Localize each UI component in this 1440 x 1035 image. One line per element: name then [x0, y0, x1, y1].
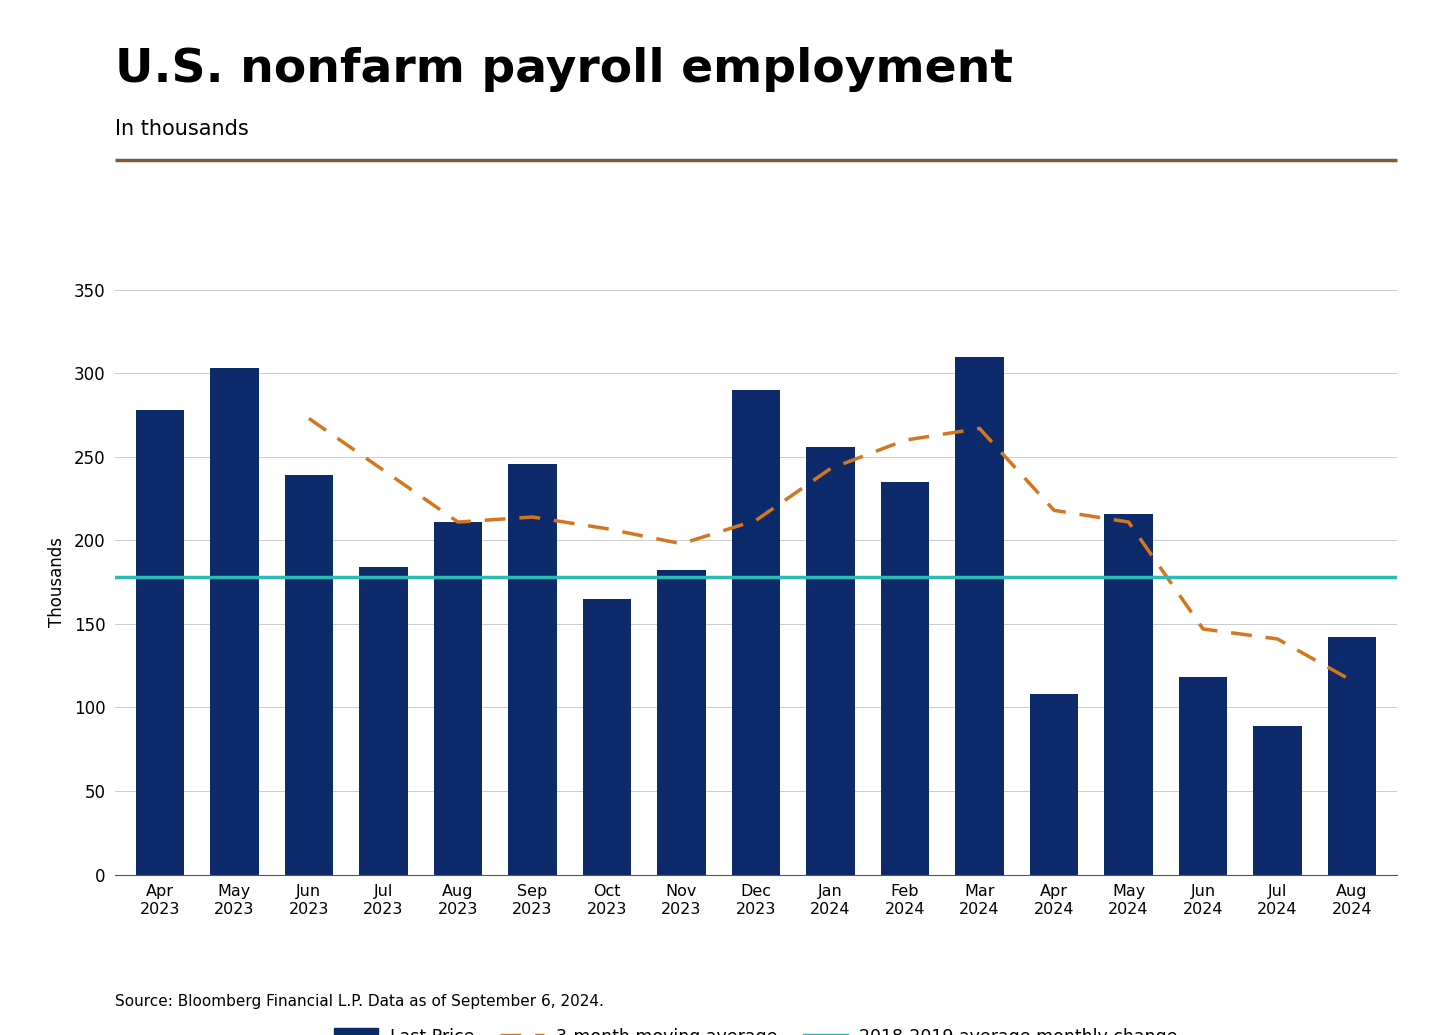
- Legend: Last Price, 3-month moving average, 2018-2019 average monthly change: Last Price, 3-month moving average, 2018…: [327, 1021, 1185, 1035]
- Bar: [1328, 638, 1377, 875]
- Bar: [1030, 694, 1079, 875]
- Bar: [135, 410, 184, 875]
- Y-axis label: Thousands: Thousands: [48, 537, 65, 627]
- Bar: [285, 475, 333, 875]
- Bar: [732, 390, 780, 875]
- Bar: [1179, 678, 1227, 875]
- Bar: [433, 522, 482, 875]
- Bar: [881, 482, 929, 875]
- Bar: [210, 368, 259, 875]
- Bar: [955, 357, 1004, 875]
- Text: In thousands: In thousands: [115, 119, 249, 139]
- Bar: [359, 567, 408, 875]
- Bar: [657, 570, 706, 875]
- Text: Source: Bloomberg Financial L.P. Data as of September 6, 2024.: Source: Bloomberg Financial L.P. Data as…: [115, 995, 603, 1009]
- Bar: [1253, 726, 1302, 875]
- Bar: [1104, 513, 1153, 875]
- Bar: [583, 599, 631, 875]
- Bar: [806, 447, 855, 875]
- Text: U.S. nonfarm payroll employment: U.S. nonfarm payroll employment: [115, 47, 1014, 91]
- Bar: [508, 464, 557, 875]
